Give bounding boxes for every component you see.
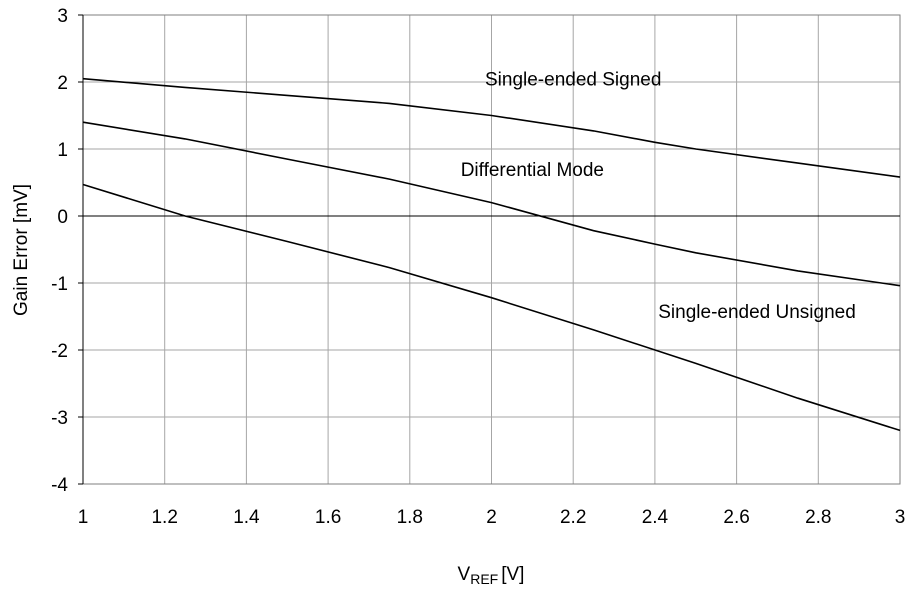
y-tick-label: 0 bbox=[57, 207, 68, 228]
x-tick-label: 2.8 bbox=[805, 507, 831, 528]
series-annotation: Single-ended Unsigned bbox=[658, 302, 856, 323]
x-tick-label: 1.6 bbox=[315, 507, 341, 528]
x-axis-label-main: V bbox=[458, 564, 471, 585]
series-line-single-ended-unsigned bbox=[82, 183, 901, 432]
x-tick-label: 2.6 bbox=[723, 507, 749, 528]
series-line-differential-mode bbox=[82, 121, 901, 287]
y-tick-label: -3 bbox=[51, 408, 68, 429]
series-lines bbox=[82, 77, 901, 432]
y-tick-label: -1 bbox=[51, 274, 68, 295]
y-axis-label: Gain Error [mV] bbox=[11, 184, 32, 316]
x-tick-label: 1.2 bbox=[151, 507, 177, 528]
x-axis-label-unit: [V] bbox=[501, 564, 524, 585]
x-tick-labels: 1 1.2 1.4 1.6 1.8 2 2.2 2.4 2.6 2.8 3 bbox=[78, 507, 906, 528]
series-annotation: Differential Mode bbox=[461, 160, 604, 181]
x-tick-label: 1 bbox=[78, 507, 89, 528]
y-tick-label: -4 bbox=[51, 475, 68, 496]
y-tick-label: 1 bbox=[57, 140, 68, 161]
y-tick-label: -2 bbox=[51, 341, 68, 362]
y-tick-labels: -4 -3 -2 -1 0 1 2 3 bbox=[51, 6, 68, 496]
x-axis-label: VREF [V] bbox=[458, 564, 525, 587]
x-axis-label-subscript: REF bbox=[470, 571, 498, 587]
series-line-single-ended-signed bbox=[82, 77, 901, 178]
axes bbox=[78, 14, 900, 485]
x-tick-label: 1.4 bbox=[233, 507, 260, 528]
x-tick-label: 1.8 bbox=[397, 507, 423, 528]
y-tick-label: 2 bbox=[57, 73, 68, 94]
x-tick-label: 2.4 bbox=[642, 507, 669, 528]
series-annotation: Single-ended Signed bbox=[485, 69, 661, 90]
y-tick-label: 3 bbox=[57, 6, 68, 27]
x-tick-label: 3 bbox=[895, 507, 906, 528]
x-tick-label: 2.2 bbox=[560, 507, 586, 528]
annotations: Single-ended Signed Differential Mode Sing… bbox=[461, 69, 856, 322]
x-tick-label: 2 bbox=[486, 507, 497, 528]
